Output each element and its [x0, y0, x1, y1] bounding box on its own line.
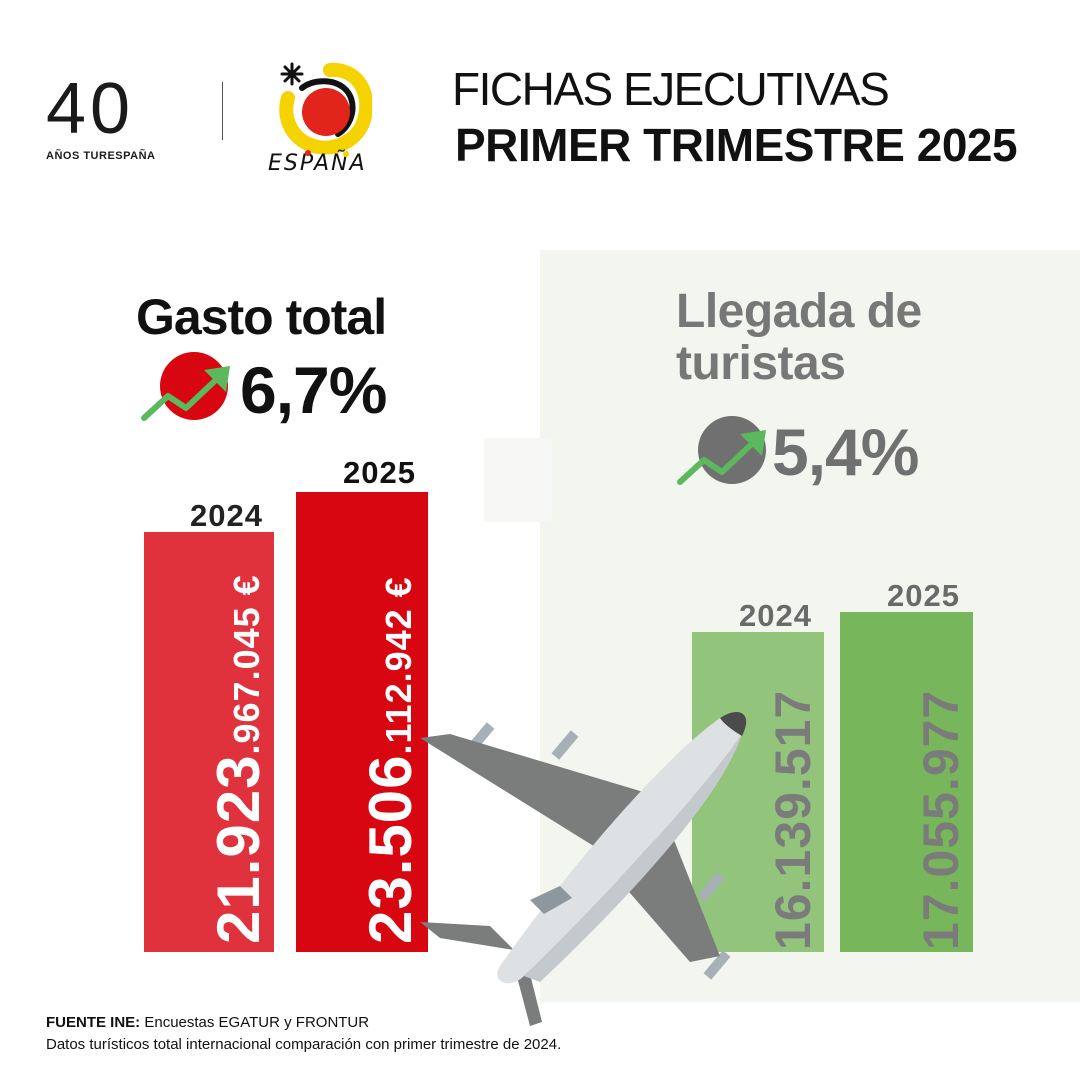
decorative-square: [484, 438, 552, 522]
spend-bar-value-label: 21.923.967.045 €: [204, 574, 273, 944]
anniversary-logo-number: 40: [46, 69, 135, 149]
spend-bar-year-label: 2025: [343, 455, 416, 490]
arrivals-bar-2025: [840, 612, 973, 952]
spend-change-percent: 6,7%: [240, 353, 387, 427]
arrivals-bar-year-label: 2024: [739, 598, 812, 633]
spend-value-main: 23.506: [357, 754, 424, 944]
title-line-1: FICHAS EJECUTIVAS: [452, 63, 890, 115]
anniversary-logo-text: AÑOS TURESPAÑA: [46, 150, 156, 162]
trend-up-icon: [677, 416, 766, 485]
arrivals-bar-year-label: 2025: [887, 578, 960, 613]
footer-note: Datos turísticos total internacional com…: [46, 1036, 562, 1053]
airplane-icon: [420, 712, 747, 1026]
arrivals-bar-2024: [692, 632, 824, 952]
arrivals-title: Llegada de turistas: [676, 285, 922, 390]
footer-source: FUENTE INE: Encuestas EGATUR y FRONTUR: [46, 1014, 369, 1031]
trend-up-icon: [141, 352, 230, 421]
spend-value-rest: .967.045 €: [226, 574, 267, 755]
espana-logo: ESPAÑA: [268, 62, 372, 176]
spend-value-main: 21.923: [205, 754, 272, 944]
arrivals-bar-value-label: 17.055.977: [913, 689, 969, 950]
title-line-2: PRIMER TRIMESTRE 2025: [455, 119, 1018, 171]
logo-star-icon: [280, 62, 304, 86]
header-divider: [222, 82, 223, 140]
spend-bar-year-label: 2024: [190, 498, 263, 533]
arrivals-change-percent: 5,4%: [772, 415, 919, 489]
spend-bar-2025: [296, 492, 428, 952]
arrivals-bar-value-label: 16.139.517: [765, 689, 821, 950]
spend-bar-value-label: 23.506.112.942 €: [356, 576, 425, 944]
spend-bar-2024: [144, 532, 274, 952]
spend-title: Gasto total: [136, 289, 387, 345]
footer-source-label: FUENTE INE:: [46, 1014, 141, 1031]
logo-wordmark: ESPAÑA: [268, 149, 367, 176]
footer-source-text: Encuestas EGATUR y FRONTUR: [144, 1014, 370, 1031]
spend-value-rest: .112.942 €: [378, 576, 419, 755]
